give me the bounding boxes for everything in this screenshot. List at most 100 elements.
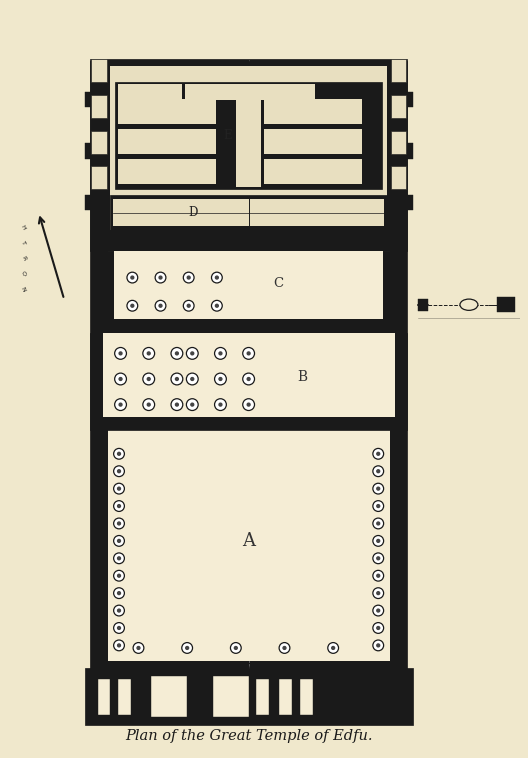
Circle shape	[373, 570, 384, 581]
Bar	[84, 92, 98, 108]
Circle shape	[373, 449, 384, 459]
Text: C: C	[274, 277, 284, 290]
Circle shape	[219, 377, 222, 381]
Bar	[90, 59, 408, 678]
Bar	[256, 678, 269, 715]
Circle shape	[377, 627, 380, 629]
Circle shape	[115, 347, 126, 359]
Circle shape	[186, 399, 198, 411]
Circle shape	[118, 522, 120, 525]
Circle shape	[247, 352, 250, 355]
Bar	[264, 130, 362, 155]
Circle shape	[159, 304, 162, 307]
Circle shape	[243, 373, 254, 385]
Bar	[418, 299, 428, 311]
Bar	[108, 77, 390, 661]
Text: E: E	[224, 129, 232, 143]
Circle shape	[243, 347, 254, 359]
Circle shape	[183, 272, 194, 283]
Circle shape	[373, 484, 384, 494]
Circle shape	[215, 304, 218, 307]
Circle shape	[373, 605, 384, 616]
Circle shape	[377, 540, 380, 542]
Circle shape	[377, 609, 380, 612]
Circle shape	[137, 647, 140, 650]
Circle shape	[219, 403, 222, 406]
Bar	[118, 159, 216, 184]
Bar	[91, 130, 107, 154]
Bar	[400, 92, 412, 108]
Circle shape	[114, 466, 125, 477]
Bar	[279, 678, 292, 715]
Circle shape	[332, 647, 335, 650]
Circle shape	[143, 347, 155, 359]
Circle shape	[171, 373, 183, 385]
Circle shape	[377, 575, 380, 577]
Bar	[185, 84, 249, 100]
Circle shape	[377, 592, 380, 594]
Bar	[110, 195, 387, 230]
Bar	[98, 678, 110, 715]
Circle shape	[155, 272, 166, 283]
Circle shape	[230, 643, 241, 653]
Bar	[118, 678, 131, 715]
Circle shape	[212, 272, 222, 283]
Circle shape	[214, 373, 227, 385]
Circle shape	[215, 276, 218, 279]
Circle shape	[114, 640, 125, 651]
Circle shape	[219, 352, 222, 355]
Text: B: B	[298, 370, 308, 384]
Circle shape	[373, 553, 384, 564]
Text: D: D	[188, 206, 198, 219]
Circle shape	[147, 403, 150, 406]
Bar	[497, 297, 515, 312]
Bar	[391, 130, 406, 154]
Circle shape	[373, 622, 384, 634]
Circle shape	[214, 399, 227, 411]
Circle shape	[118, 487, 120, 490]
Circle shape	[133, 643, 144, 653]
Circle shape	[118, 505, 120, 508]
Bar	[391, 167, 406, 190]
Circle shape	[114, 449, 125, 459]
Circle shape	[377, 505, 380, 508]
Bar	[400, 143, 412, 158]
Circle shape	[377, 470, 380, 473]
Circle shape	[373, 466, 384, 477]
Circle shape	[114, 501, 125, 512]
Bar	[400, 195, 412, 210]
Ellipse shape	[460, 299, 478, 310]
Circle shape	[131, 304, 134, 307]
Circle shape	[373, 640, 384, 651]
Circle shape	[377, 487, 380, 490]
Bar	[91, 95, 107, 117]
Circle shape	[114, 484, 125, 494]
Circle shape	[114, 535, 125, 547]
Circle shape	[191, 403, 194, 406]
Circle shape	[183, 300, 194, 311]
Circle shape	[114, 518, 125, 529]
Circle shape	[171, 399, 183, 411]
Circle shape	[214, 347, 227, 359]
Bar	[113, 199, 384, 227]
Circle shape	[131, 276, 134, 279]
Circle shape	[119, 403, 122, 406]
Circle shape	[114, 622, 125, 634]
Text: H: H	[20, 224, 26, 231]
Circle shape	[377, 644, 380, 647]
Circle shape	[212, 300, 222, 311]
Circle shape	[377, 557, 380, 559]
Bar	[300, 678, 313, 715]
Circle shape	[118, 609, 120, 612]
Bar	[84, 143, 98, 158]
Circle shape	[186, 347, 198, 359]
Bar	[118, 130, 216, 155]
Circle shape	[118, 592, 120, 594]
Circle shape	[118, 470, 120, 473]
Text: T: T	[20, 240, 26, 246]
Circle shape	[118, 575, 120, 577]
Circle shape	[191, 352, 194, 355]
Bar	[391, 95, 406, 117]
Circle shape	[175, 377, 178, 381]
Bar	[118, 84, 182, 100]
